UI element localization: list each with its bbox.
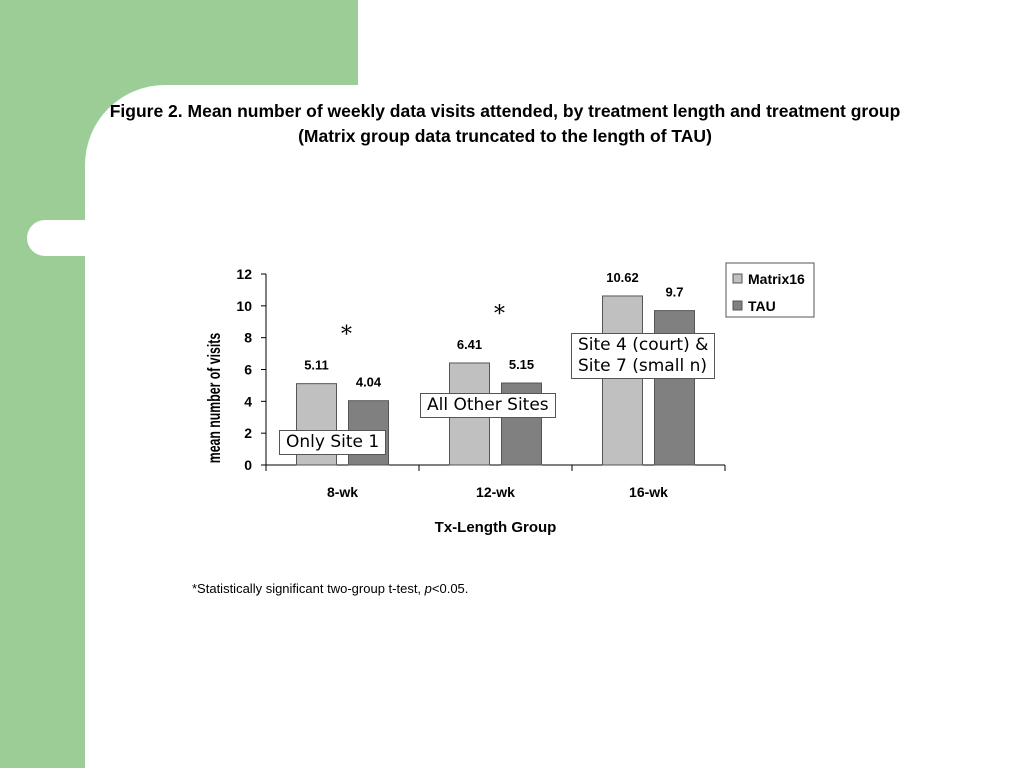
- data-label-tau-16-wk: 9.7: [665, 285, 683, 300]
- significance-asterisk: *: [494, 302, 505, 327]
- significance-asterisk: *: [341, 323, 352, 348]
- figure-title-line1: Figure 2. Mean number of weekly data vis…: [109, 101, 901, 121]
- legend-swatch-matrix16: [732, 273, 743, 284]
- legend-label-tau: TAU: [748, 298, 776, 314]
- green-side-band: [0, 0, 358, 768]
- legend-label-matrix16: Matrix16: [748, 271, 805, 287]
- footnote-prefix: *Statistically significant two-group t-t…: [192, 581, 425, 596]
- footnote-p-symbol: p: [424, 581, 432, 596]
- y-tick-label: 0: [244, 457, 252, 473]
- x-tick-label: 12-wk: [476, 484, 515, 500]
- y-tick-label: 10: [236, 298, 252, 314]
- y-tick-label: 2: [244, 425, 252, 441]
- annotation-site4-line2: Site 7 (small n): [578, 356, 707, 376]
- footnote-suffix: <0.05.: [431, 581, 469, 596]
- y-axis-title: mean number of visits: [205, 333, 225, 463]
- x-tick-label: 16-wk: [629, 484, 668, 500]
- y-tick-label: 12: [236, 266, 252, 282]
- footnote: *Statistically significant two-group t-t…: [192, 581, 468, 596]
- data-label-tau-12-wk: 5.15: [509, 357, 534, 372]
- annotation-site4-line1: Site 4 (court) &: [578, 335, 709, 355]
- annotation-only-site-1: Only Site 1: [279, 430, 387, 455]
- data-label-matrix16-12-wk: 6.41: [457, 337, 482, 352]
- annotation-all-other-sites: All Other Sites: [420, 393, 556, 418]
- annotation-only-site-1-text: Only Site 1: [286, 432, 380, 452]
- figure-title-line2: (Matrix group data truncated to the leng…: [298, 126, 712, 146]
- annotation-site4-site7: Site 4 (court) & Site 7 (small n): [571, 333, 716, 379]
- data-label-matrix16-16-wk: 10.62: [606, 270, 639, 285]
- y-tick-label: 6: [244, 362, 252, 378]
- legend-swatch-tau: [732, 300, 743, 311]
- y-tick-label: 8: [244, 330, 252, 346]
- x-axis-title: Tx-Length Group: [435, 519, 557, 536]
- y-tick-label: 4: [244, 393, 252, 409]
- annotation-all-other-sites-text: All Other Sites: [427, 395, 549, 415]
- bar-matrix16-16-wk: [602, 295, 643, 466]
- data-label-tau-8-wk: 4.04: [356, 375, 382, 390]
- x-tick-label: 8-wk: [327, 484, 358, 500]
- data-label-matrix16-8-wk: 5.11: [304, 358, 329, 373]
